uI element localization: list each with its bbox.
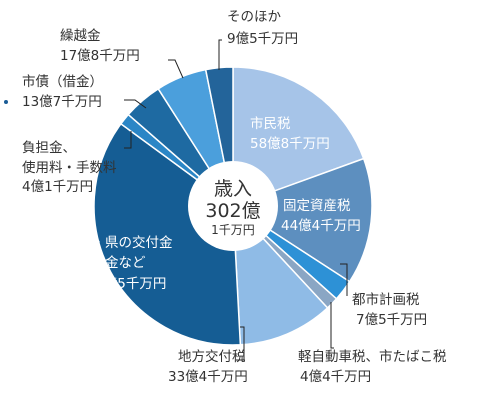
leader-line-futan	[124, 131, 132, 149]
pie-slice-1	[231, 157, 373, 283]
label-kotei-amount: 44億4千万円	[281, 218, 361, 234]
label-sonota: そのほか	[227, 9, 281, 25]
label-chiho-amount: 33億4千万円	[168, 369, 248, 385]
leader-lines	[124, 39, 348, 361]
label-toshi: 都市計画税	[352, 291, 420, 308]
label-futan-amount: 4億1千万円	[22, 179, 93, 195]
leader-line-toshi	[340, 263, 348, 296]
label-kotei: 固定資産税	[283, 198, 351, 214]
center-label-total-sub: 1千万円	[211, 223, 255, 237]
label-kuni-line1: 国・県の交付金	[78, 234, 173, 251]
label-kuni-line2: 補助金など	[78, 255, 146, 271]
pie-slice-0	[232, 66, 365, 208]
label-futan-line1: 負担金、	[22, 140, 76, 156]
label-shisai: 市債（借金）	[22, 73, 103, 90]
leader-line-sonota	[218, 39, 222, 70]
leader-line-shisai	[124, 99, 147, 109]
center-hole	[188, 161, 278, 251]
label-kurikoshi: 繰越金	[60, 28, 101, 44]
label-shimin-amount: 58億8千万円	[250, 136, 330, 152]
label-kuni-amount: 108億5千万円	[78, 276, 166, 292]
pie-slice-5	[93, 122, 242, 346]
label-toshi-amount: 7億5千万円	[356, 312, 427, 328]
label-sonota-amount: 9億5千万円	[227, 31, 298, 47]
center-label-title: 歳入	[214, 178, 252, 200]
leader-line-kei	[330, 302, 334, 349]
center-label-total: 302億	[205, 200, 260, 222]
label-chiho: 地方交付税	[178, 348, 246, 365]
leader-line-chiho	[236, 326, 245, 361]
label-kei: 軽自動車税、市たばこ税	[298, 348, 447, 365]
leader-line-kurikoshi	[168, 59, 184, 79]
label-futan-line2: 使用料・手数料	[22, 159, 117, 176]
slice-labels: 市民税 58億8千万円 固定資産税 44億4千万円 都市計画税 7億5千万円 軽…	[22, 9, 447, 385]
label-shimin: 市民税	[250, 115, 291, 132]
label-kei-amount: 4億4千万円	[300, 369, 371, 385]
marker-dot	[4, 100, 8, 104]
label-shisai-amount: 13億7千万円	[22, 94, 102, 110]
label-kurikoshi-amount: 17億8千万円	[60, 48, 140, 64]
